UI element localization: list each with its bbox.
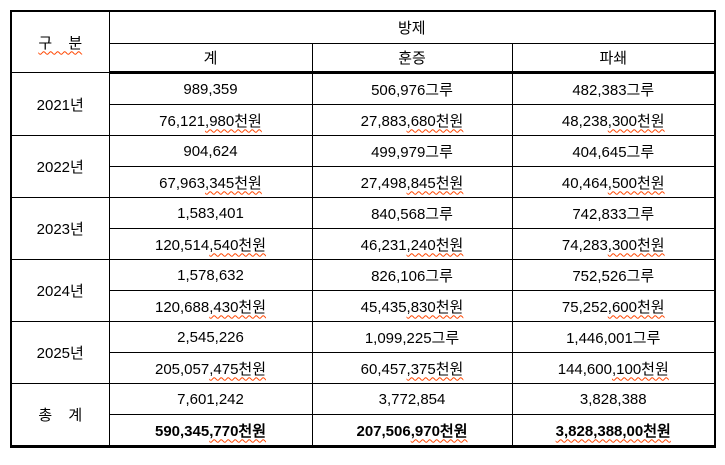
count-cell: 3,828,388	[511, 383, 716, 415]
count-cell: 1,578,632	[108, 259, 313, 291]
table-row: 2022년 904,624 499,979그루 404,645그루	[10, 135, 716, 198]
header-group-label: 방제	[397, 20, 426, 37]
header-col-crushing: 파쇄	[511, 43, 716, 74]
money-cell: 74,283,300천원	[511, 228, 716, 260]
count-cell: 904,624	[108, 135, 313, 167]
pest-control-table: 구 분 방제 계 훈증 파쇄 2021년 989,359 506,976그루 4…	[10, 10, 716, 448]
table-row: 76,121,980천원 27,883,680천원 48,238,300천원	[11, 104, 716, 136]
count-cell: 7,601,242	[108, 383, 313, 415]
count-cell: 482,383그루	[511, 72, 716, 105]
year-label-2021: 2021년	[10, 72, 110, 136]
year-label-2022: 2022년	[10, 135, 110, 198]
table-row: 2021년 989,359 506,976그루 482,383그루	[10, 72, 716, 136]
money-cell: 27,883,680천원	[311, 104, 513, 136]
table-row: 120,514,540천원 46,231,240천원 74,283,300천원	[11, 228, 716, 260]
table-row: 2024년 1,578,632 826,106그루 752,526그루	[10, 259, 716, 322]
year-label-2024: 2024년	[10, 259, 110, 322]
money-cell: 27,498,845천원	[311, 166, 513, 198]
money-cell: 46,231,240천원	[311, 228, 513, 260]
count-cell: 826,106그루	[311, 259, 513, 291]
table-row: 총 계 7,601,242 3,772,854 3,828,388	[10, 383, 716, 447]
table-row: 120,688,430천원 45,435,830천원 75,252,600천원	[11, 290, 716, 322]
count-cell: 989,359	[108, 72, 313, 105]
money-cell: 75,252,600천원	[511, 290, 716, 322]
table-row: 205,057,475천원 60,457,375천원 144,600,100천원	[11, 352, 716, 384]
money-cell: 120,688,430천원	[108, 290, 313, 322]
table-row: 2025년 2,545,226 1,099,225그루 1,446,001그루	[10, 321, 716, 384]
money-cell: 45,435,830천원	[311, 290, 513, 322]
money-cell: 60,457,375천원	[311, 352, 513, 384]
count-cell: 404,645그루	[511, 135, 716, 167]
count-cell: 499,979그루	[311, 135, 513, 167]
year-label-2025: 2025년	[10, 321, 110, 384]
header-col-fumigation: 훈증	[311, 43, 513, 74]
header-group-cell: 방제	[108, 10, 716, 44]
count-cell: 752,526그루	[511, 259, 716, 291]
table-row: 590,345,770천원 207,506,970천원 3,828,388,00…	[11, 414, 716, 447]
header-row-label: 구 분	[38, 34, 83, 52]
header-col-total: 계	[108, 43, 313, 74]
table-row: 67,963,345천원 27,498,845천원 40,464,500천원	[11, 166, 716, 198]
table-row: 2023년 1,583,401 840,568그루 742,833그루	[10, 197, 716, 260]
money-cell: 76,121,980천원	[108, 104, 313, 136]
money-cell: 67,963,345천원	[108, 166, 313, 198]
money-cell: 205,057,475천원	[108, 352, 313, 384]
count-cell: 2,545,226	[108, 321, 313, 353]
money-cell: 207,506,970천원	[311, 414, 513, 447]
count-cell: 3,772,854	[311, 383, 513, 415]
count-cell: 506,976그루	[311, 72, 513, 105]
count-cell: 840,568그루	[311, 197, 513, 229]
count-cell: 1,446,001그루	[511, 321, 716, 353]
money-cell: 144,600,100천원	[511, 352, 716, 384]
count-cell: 742,833그루	[511, 197, 716, 229]
header-row-label-cell: 구 분	[10, 10, 110, 73]
count-cell: 1,099,225그루	[311, 321, 513, 353]
money-cell: 590,345,770천원	[108, 414, 313, 447]
year-label-2023: 2023년	[10, 197, 110, 260]
count-cell: 1,583,401	[108, 197, 313, 229]
money-cell: 48,238,300천원	[511, 104, 716, 136]
money-cell: 120,514,540천원	[108, 228, 313, 260]
grand-total-label: 총 계	[10, 383, 110, 447]
money-cell: 3,828,388,00천원	[511, 414, 716, 447]
money-cell: 40,464,500천원	[511, 166, 716, 198]
